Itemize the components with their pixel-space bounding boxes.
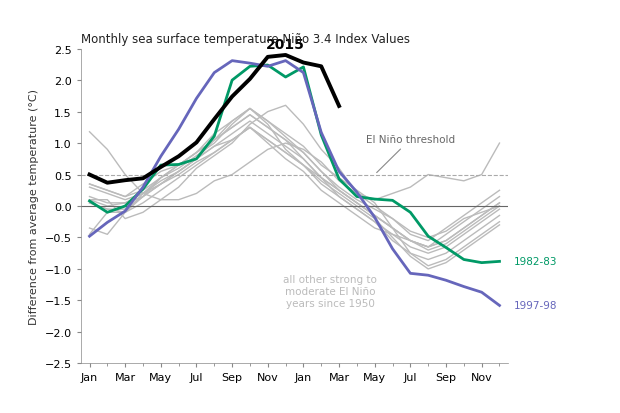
- Text: El Niño threshold: El Niño threshold: [366, 135, 455, 173]
- Text: Monthly sea surface temperature Niño 3.4 Index Values: Monthly sea surface temperature Niño 3.4…: [81, 33, 410, 45]
- Text: 2015: 2015: [266, 38, 305, 52]
- Text: 1982-83: 1982-83: [514, 257, 557, 267]
- Text: 1997-98: 1997-98: [514, 301, 557, 311]
- Text: all other strong to
moderate El Niño
years since 1950: all other strong to moderate El Niño yea…: [283, 275, 377, 308]
- Y-axis label: Difference from average temperature (°C): Difference from average temperature (°C): [29, 89, 39, 324]
